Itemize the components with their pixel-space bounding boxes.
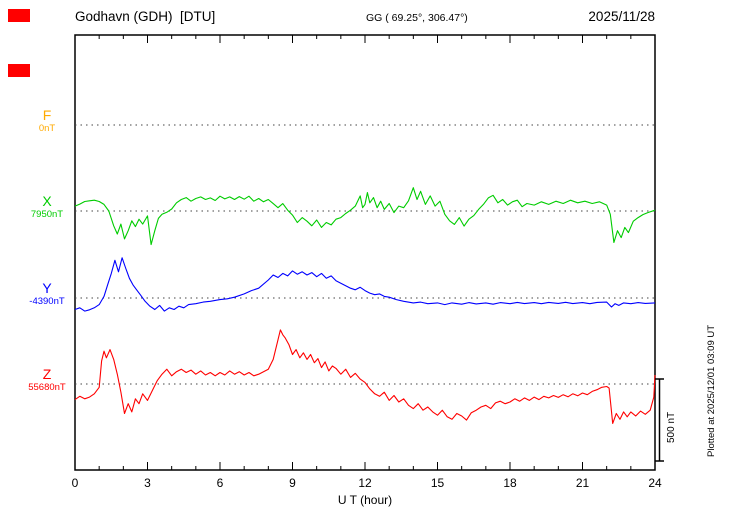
component-label-z: Z 55680nT [18,366,76,394]
trace-z [74,329,656,424]
component-baseline-value: 0nT [38,123,56,134]
x-axis-title: U T (hour) [337,493,393,507]
component-label-x: X 7950nT [18,193,76,221]
component-label-f: F 0nT [18,107,76,135]
component-letter: Y [42,280,52,296]
red-marker-second [8,64,30,77]
x-tick-label: 3 [144,476,151,490]
component-baseline-value: 7950nT [30,209,64,220]
geographic-coords: GG ( 69.25°, 306.47°) [366,12,468,24]
x-tick-label: 0 [71,476,79,490]
x-tick-label: 15 [430,476,445,490]
component-letter: Z [42,366,52,382]
component-letter: F [42,107,52,123]
station-title: Godhavn (GDH) [DTU] [75,9,216,24]
trace-x [74,187,656,246]
x-tick-label: 9 [289,476,296,490]
component-baseline-value: 55680nT [28,382,66,393]
component-letter: X [42,193,52,209]
red-marker-top [8,9,30,22]
x-tick-label: 24 [648,476,662,490]
scale-bar-label: 500 nT [666,411,677,443]
x-tick-label: 18 [503,476,517,490]
plot-border [74,34,656,471]
x-tick-label: 21 [575,476,590,490]
trace-y [74,257,656,312]
x-tick-label: 12 [358,476,372,490]
plot-date: 2025/11/28 [588,9,655,24]
plotted-at-text: Plotted at 2025/12/01 03:09 UT [706,324,717,457]
component-baseline-value: -4390nT [29,296,65,307]
component-label-y: Y -4390nT [18,280,76,308]
x-tick-label: 6 [216,476,224,490]
